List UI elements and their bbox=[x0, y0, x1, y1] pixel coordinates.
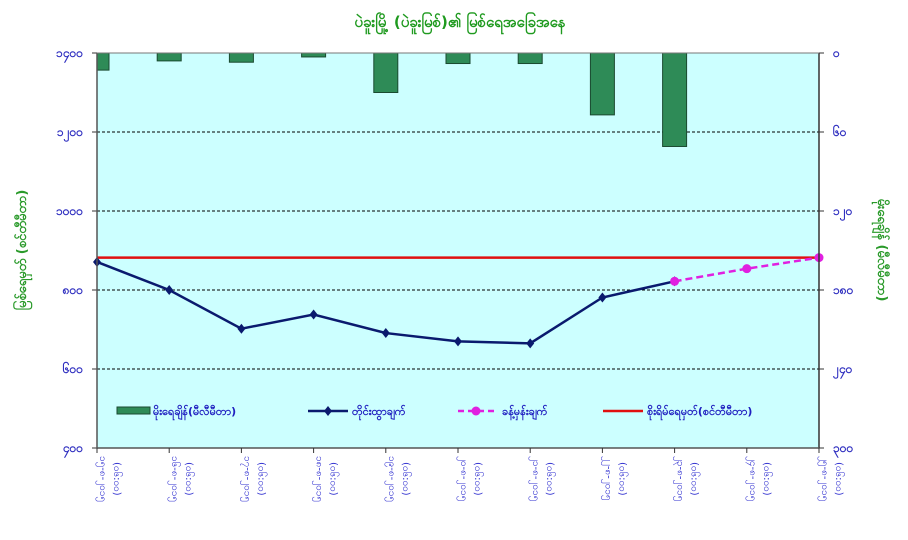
x-axis-tick-label: ၁၇-၈-၂၀၁၅ bbox=[239, 456, 252, 502]
rainfall-bar bbox=[373, 52, 399, 93]
right-axis-tick-label: ၃၀၀ bbox=[833, 441, 854, 459]
x-axis-tick-label-time: (၀၆:၀၀) bbox=[328, 462, 341, 496]
rainfall-bar bbox=[156, 52, 182, 62]
x-axis-tick-label-time: (၀၆:၀၀) bbox=[111, 462, 124, 496]
left-axis-tick-label: ၄၀၀ bbox=[62, 441, 84, 459]
x-axis-tick-label-time: (၀၆:၀၀) bbox=[689, 462, 702, 496]
rainfall-bar bbox=[517, 52, 543, 65]
right-axis-tick-label: ၀ bbox=[832, 46, 840, 60]
observed-point bbox=[165, 285, 174, 295]
forecast-point bbox=[670, 276, 680, 286]
forecast-point bbox=[742, 264, 752, 274]
x-axis-tick-label-time: (၀၆:၀၀) bbox=[400, 462, 413, 496]
x-axis-tick-label-time: (၀၆:၀၀) bbox=[183, 462, 196, 496]
x-axis-tick-label: ၁၅-၈-၂၀၁၅ bbox=[95, 456, 108, 502]
x-axis-tick-label: ၂၃-၈-၂၀၁၅ bbox=[673, 456, 686, 501]
rainfall-bar bbox=[589, 52, 615, 116]
x-axis-tick-label: ၁၉-၈-၂၀၁၅ bbox=[384, 456, 397, 502]
x-axis-tick-label-time: (၀၆:၀၀) bbox=[544, 462, 557, 496]
rainfall-bar bbox=[662, 52, 688, 147]
right-axis-tick-label: ၁၂၀ bbox=[833, 204, 853, 222]
legend-label: စိုးရိမ်ရေမှတ်(စင်တီမီတာ) bbox=[647, 404, 752, 421]
right-axis-title: မိုးရေချိန် (မီလီမီတာ) bbox=[871, 199, 891, 302]
right-axis-tick-label: ၆၀ bbox=[832, 123, 847, 139]
x-axis-tick-label: ၂၀-၈-၂၀၁၅ bbox=[456, 456, 469, 501]
right-axis-tick-label: ၁၈၀ bbox=[833, 283, 854, 297]
x-axis-tick-label-time: (၀၆:၀၀) bbox=[255, 462, 268, 496]
legend-swatch-rainfall bbox=[116, 406, 151, 415]
legend-label: ခန့်မှန်းချက် bbox=[502, 404, 548, 421]
left-axis-title: မြစ်ရေမှတ် (စင်တီမီတာ) bbox=[12, 190, 33, 311]
forecast-line bbox=[674, 256, 820, 283]
left-axis-tick-label: ၁၂၀၀ bbox=[57, 125, 83, 143]
plot-area bbox=[97, 53, 819, 448]
observed-point bbox=[454, 336, 462, 347]
legend-label: မိုးရေချိန်(မီလီမီတာ) bbox=[153, 404, 236, 421]
left-axis-tick-label: ၆၀၀ bbox=[62, 360, 84, 376]
x-axis-tick-label-time: (၀၆:၀၀) bbox=[833, 462, 846, 496]
chart-title: ပဲခူးမြို့ (ပဲခူးမြစ်)၏ မြစ်ရေအခြေအနေ bbox=[354, 11, 565, 35]
left-axis-tick-label: ၁၀၀၀ bbox=[56, 204, 83, 218]
x-axis-tick-label: ၂၄-၈-၂၀၁၅ bbox=[745, 456, 758, 501]
x-axis-tick-label: ၂၁-၈-၂၀၁၅ bbox=[528, 456, 541, 501]
observed-point bbox=[598, 292, 607, 303]
x-axis-tick-label-time: (၀၆:၀၀) bbox=[472, 462, 485, 496]
legend: မိုးရေချိန်(မီလီမီတာ) တိုင်းထွာချက် ခန့်မှ… bbox=[116, 404, 752, 421]
rainfall-bar bbox=[228, 52, 254, 63]
observed-point bbox=[237, 323, 246, 334]
left-axis-tick-label: ၈၀၀ bbox=[62, 283, 84, 297]
x-axis-tick-label: ၁၈-၈-၂၀၁၅ bbox=[312, 456, 325, 502]
x-axis-tick-label: ၁၆-၈-၂၀၁၅ bbox=[167, 456, 182, 502]
legend-marker-observed bbox=[324, 406, 332, 416]
x-axis-tick-label-time: (၀၆:၀၀) bbox=[616, 462, 629, 496]
right-axis-tick-label: ၂၄၀ bbox=[832, 362, 853, 380]
observed-point bbox=[381, 328, 390, 339]
legend-marker-forecast bbox=[471, 406, 481, 416]
x-axis-tick-label-time: (၀၆:၀၀) bbox=[761, 462, 774, 496]
rainfall-bar bbox=[301, 52, 327, 58]
legend-label: တိုင်းထွာချက် bbox=[352, 404, 406, 421]
rainfall-bar bbox=[445, 52, 471, 65]
x-axis-tick-label: ၂၂-၈-၂၀၁၅ bbox=[600, 456, 613, 501]
rainfall-bar bbox=[96, 52, 110, 71]
left-axis-tick-label: ၁၄၀၀ bbox=[56, 46, 83, 64]
x-axis-tick-label: ၂၅-၈-၂၀၁၅ bbox=[817, 456, 830, 501]
observed-point bbox=[526, 338, 535, 349]
observed-point bbox=[309, 309, 318, 320]
